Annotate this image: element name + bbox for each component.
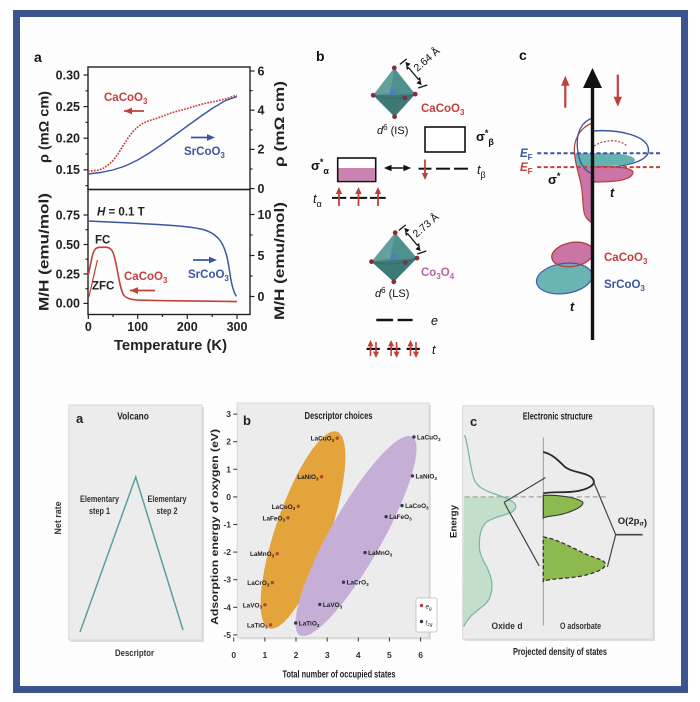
svg-text:CaCoO3: CaCoO3: [104, 92, 148, 106]
svg-text:-3: -3: [223, 575, 231, 585]
svg-text:-2: -2: [223, 547, 231, 557]
svg-text:LaCrO3: LaCrO3: [347, 580, 370, 587]
svg-text:t2g: t2g: [426, 620, 433, 627]
svg-text:t: t: [570, 300, 575, 314]
svg-text:b: b: [243, 413, 251, 428]
svg-text:3: 3: [226, 409, 231, 419]
svg-text:5: 5: [258, 249, 265, 263]
svg-text:10: 10: [258, 208, 272, 222]
svg-text:100: 100: [127, 320, 148, 334]
svg-text:LaVO3: LaVO3: [243, 602, 263, 609]
svg-text:Temperature (K): Temperature (K): [114, 338, 227, 354]
svg-text:LaCuO3: LaCuO3: [311, 436, 335, 443]
svg-text:4: 4: [258, 104, 265, 118]
svg-text:0: 0: [258, 182, 265, 196]
svg-text:LaMnO3: LaMnO3: [250, 551, 275, 558]
svg-text:SrCoO3: SrCoO3: [188, 269, 229, 283]
svg-text:d6 (LS): d6 (LS): [375, 286, 409, 300]
svg-text:Electronic structure: Electronic structure: [523, 412, 593, 423]
svg-text:c: c: [470, 414, 477, 429]
svg-text:b: b: [316, 48, 325, 64]
svg-text:Projected density of states: Projected density of states: [513, 647, 607, 658]
svg-text:LaFeO3: LaFeO3: [263, 515, 286, 522]
svg-text:tβ: tβ: [477, 163, 486, 180]
svg-text:0.15: 0.15: [56, 163, 80, 177]
svg-text:SrCoO3: SrCoO3: [184, 146, 225, 160]
svg-text:FC: FC: [95, 235, 110, 247]
svg-text:0.20: 0.20: [56, 132, 80, 146]
svg-text:LaFeO3: LaFeO3: [389, 514, 412, 521]
svg-text:0.00: 0.00: [56, 297, 80, 311]
svg-text:Energy: Energy: [449, 504, 460, 538]
svg-text:2: 2: [258, 143, 265, 157]
svg-text:SrCoO3: SrCoO3: [604, 279, 645, 293]
svg-text:0: 0: [226, 492, 231, 502]
svg-text:300: 300: [227, 320, 248, 334]
svg-text:Volcano: Volcano: [117, 412, 149, 423]
svg-text:0.25: 0.25: [56, 267, 80, 281]
svg-text:step 1: step 1: [89, 506, 110, 516]
svg-text:200: 200: [177, 320, 198, 334]
svg-text:M/H (emu/mol): M/H (emu/mol): [36, 193, 52, 311]
svg-text:Descriptor choices: Descriptor choices: [305, 411, 373, 422]
svg-text:t: t: [610, 186, 615, 200]
svg-text:H = 0.1 T: H = 0.1 T: [97, 207, 145, 219]
svg-text:step 2: step 2: [157, 506, 178, 516]
svg-text:a: a: [76, 411, 84, 426]
svg-text:-1: -1: [223, 520, 231, 530]
svg-text:d6 (IS): d6 (IS): [377, 123, 408, 137]
svg-text:LaCoO3: LaCoO3: [405, 503, 429, 510]
svg-text:O adsorbate: O adsorbate: [560, 621, 601, 632]
svg-text:0.30: 0.30: [56, 68, 80, 82]
svg-text:t: t: [432, 343, 436, 357]
svg-text:-4: -4: [223, 602, 231, 612]
svg-text:a: a: [34, 49, 42, 65]
svg-text:ρ (mΩ cm): ρ (mΩ cm): [271, 81, 287, 167]
svg-text:3: 3: [325, 650, 330, 660]
svg-text:M/H (emu/mol): M/H (emu/mol): [271, 202, 287, 320]
svg-text:0.75: 0.75: [56, 208, 80, 222]
svg-text:LaTiO3: LaTiO3: [247, 622, 268, 629]
svg-text:LaTiO3: LaTiO3: [299, 621, 320, 628]
svg-text:1: 1: [226, 464, 231, 474]
svg-text:6: 6: [258, 64, 265, 78]
svg-text:Elementary: Elementary: [148, 494, 187, 504]
svg-text:LaNiO3: LaNiO3: [416, 473, 438, 480]
svg-text:5: 5: [387, 650, 392, 660]
svg-text:CaCoO3: CaCoO3: [604, 252, 648, 266]
svg-text:LaCoO3: LaCoO3: [272, 504, 296, 511]
svg-text:Net rate: Net rate: [53, 502, 64, 535]
svg-text:Co3O4: Co3O4: [421, 267, 455, 281]
svg-text:LaNiO3: LaNiO3: [297, 474, 319, 481]
svg-text:e: e: [431, 314, 438, 328]
svg-text:1: 1: [263, 650, 268, 660]
svg-text:Descriptor: Descriptor: [115, 648, 154, 659]
svg-text:Elementary: Elementary: [80, 494, 119, 504]
svg-text:eg: eg: [426, 604, 433, 611]
svg-text:c: c: [519, 47, 527, 63]
svg-text:CaCoO3: CaCoO3: [124, 271, 168, 285]
svg-text:LaVO3: LaVO3: [323, 602, 343, 609]
svg-text:CaCoO3: CaCoO3: [421, 103, 465, 117]
svg-text:Total number of occupied state: Total number of occupied states: [283, 670, 396, 681]
svg-text:6: 6: [418, 650, 423, 660]
svg-text:ZFC: ZFC: [92, 281, 114, 293]
svg-text:Oxide d: Oxide d: [492, 621, 523, 632]
svg-text:LaCuO3: LaCuO3: [417, 435, 441, 442]
svg-text:LaCrO3: LaCrO3: [247, 580, 270, 587]
svg-text:0: 0: [85, 320, 92, 334]
svg-text:ρ (mΩ cm): ρ (mΩ cm): [36, 91, 52, 163]
svg-text:0.50: 0.50: [56, 238, 80, 252]
svg-text:2: 2: [294, 650, 299, 660]
svg-text:0.25: 0.25: [56, 100, 80, 114]
svg-text:4: 4: [356, 650, 361, 660]
svg-text:tα: tα: [313, 192, 322, 209]
svg-text:LaMnO3: LaMnO3: [368, 550, 393, 557]
svg-text:Adsorption energy of oxygen (e: Adsorption energy of oxygen (eV): [209, 429, 221, 625]
svg-text:2: 2: [226, 437, 231, 447]
svg-text:0: 0: [231, 650, 236, 660]
svg-text:-5: -5: [223, 630, 231, 640]
svg-text:0: 0: [258, 290, 265, 304]
